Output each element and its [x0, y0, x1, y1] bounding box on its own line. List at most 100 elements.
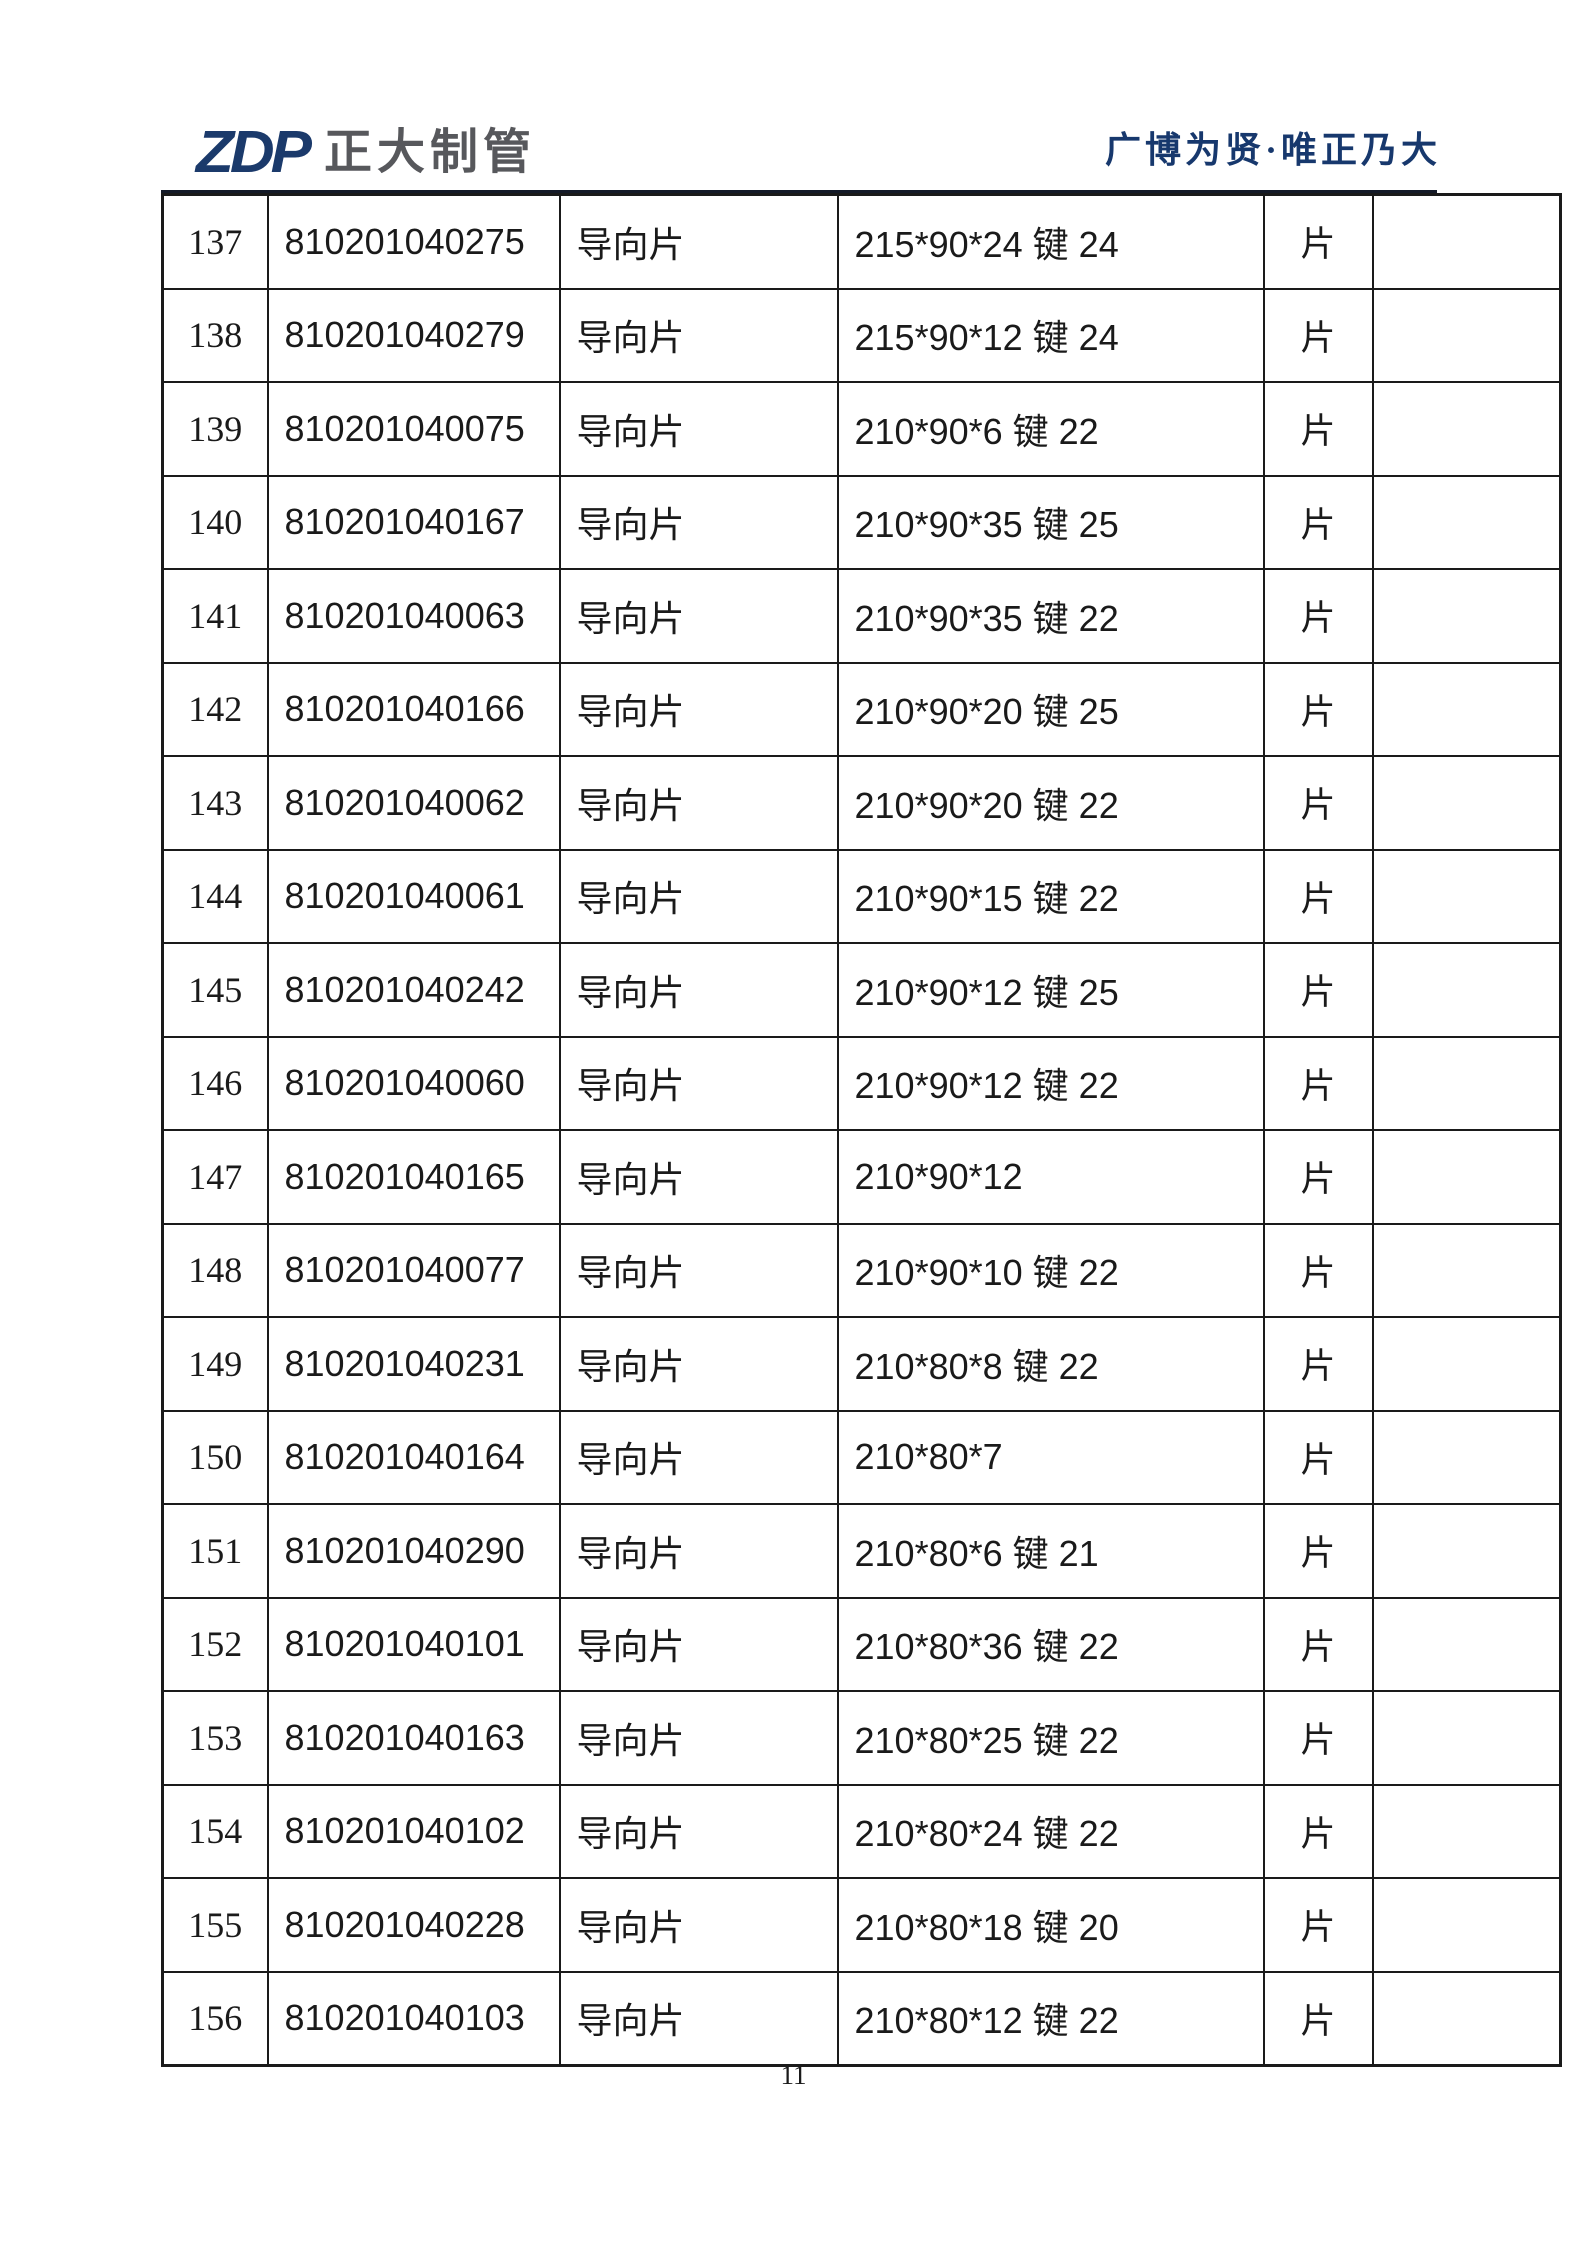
table-row: 154 810201040102 导向片 210*80*24 键 22 片	[161, 1783, 1562, 1879]
row-number-cell: 153	[161, 1690, 269, 1786]
unit-cell: 片	[1262, 1970, 1374, 2067]
part-code-cell: 810201040077	[266, 1222, 561, 1318]
table-row: 148 810201040077 导向片 210*90*10 键 22 片	[161, 1222, 1562, 1318]
part-code-cell: 810201040102	[266, 1783, 561, 1879]
part-name-cell: 导向片	[558, 1409, 839, 1505]
part-code-cell: 810201040103	[266, 1970, 561, 2067]
part-code-cell: 810201040164	[266, 1409, 561, 1505]
part-name-cell: 导向片	[558, 1316, 839, 1412]
row-number-cell: 148	[161, 1222, 269, 1318]
table-row: 141 810201040063 导向片 210*90*35 键 22 片	[161, 568, 1562, 664]
unit-cell: 片	[1262, 1503, 1374, 1599]
part-name-cell: 导向片	[558, 287, 839, 383]
row-number-cell: 154	[161, 1783, 269, 1879]
row-number-cell: 141	[161, 568, 269, 664]
part-spec-cell: 210*90*20 键 25	[836, 661, 1265, 757]
part-name-cell: 导向片	[558, 848, 839, 944]
table-row: 142 810201040166 导向片 210*90*20 键 25 片	[161, 661, 1562, 757]
part-name-cell: 导向片	[558, 1877, 839, 1973]
company-logo: ZDP 正大制管	[196, 122, 536, 184]
table-row: 139 810201040075 导向片 210*90*6 键 22 片	[161, 381, 1562, 477]
part-name-cell: 导向片	[558, 1129, 839, 1225]
unit-cell: 片	[1262, 474, 1374, 570]
row-number-cell: 151	[161, 1503, 269, 1599]
part-spec-cell: 210*90*12 键 25	[836, 942, 1265, 1038]
part-name-cell: 导向片	[558, 1503, 839, 1599]
unit-cell: 片	[1262, 1035, 1374, 1131]
unit-cell: 片	[1262, 1129, 1374, 1225]
note-cell	[1371, 193, 1562, 290]
part-spec-cell: 210*80*25 键 22	[836, 1690, 1265, 1786]
row-number-cell: 146	[161, 1035, 269, 1131]
part-name-cell: 导向片	[558, 755, 839, 851]
part-spec-cell: 210*80*6 键 21	[836, 1503, 1265, 1599]
unit-cell: 片	[1262, 1783, 1374, 1879]
part-name-cell: 导向片	[558, 1596, 839, 1692]
note-cell	[1371, 755, 1562, 851]
row-number-cell: 137	[161, 193, 269, 290]
note-cell	[1371, 474, 1562, 570]
page-number: 11	[780, 2060, 807, 2090]
table-row: 137 810201040275 导向片 215*90*24 键 24 片	[161, 193, 1562, 290]
table-row: 156 810201040103 导向片 210*80*12 键 22 片	[161, 1970, 1562, 2067]
note-cell	[1371, 1596, 1562, 1692]
unit-cell: 片	[1262, 193, 1374, 290]
note-cell	[1371, 942, 1562, 1038]
row-number-cell: 139	[161, 381, 269, 477]
unit-cell: 片	[1262, 1877, 1374, 1973]
part-spec-cell: 210*90*35 键 25	[836, 474, 1265, 570]
part-code-cell: 810201040062	[266, 755, 561, 851]
note-cell	[1371, 1877, 1562, 1973]
table-row: 155 810201040228 导向片 210*80*18 键 20 片	[161, 1877, 1562, 1973]
row-number-cell: 144	[161, 848, 269, 944]
row-number-cell: 142	[161, 661, 269, 757]
parts-table-body: 137 810201040275 导向片 215*90*24 键 24 片 13…	[161, 193, 1562, 2067]
row-number-cell: 149	[161, 1316, 269, 1412]
unit-cell: 片	[1262, 661, 1374, 757]
table-row: 145 810201040242 导向片 210*90*12 键 25 片	[161, 942, 1562, 1038]
part-spec-cell: 210*90*12 键 22	[836, 1035, 1265, 1131]
part-spec-cell: 210*90*35 键 22	[836, 568, 1265, 664]
part-spec-cell: 210*80*8 键 22	[836, 1316, 1265, 1412]
unit-cell: 片	[1262, 1316, 1374, 1412]
table-row: 151 810201040290 导向片 210*80*6 键 21 片	[161, 1503, 1562, 1599]
unit-cell: 片	[1262, 1596, 1374, 1692]
row-number-cell: 138	[161, 287, 269, 383]
unit-cell: 片	[1262, 381, 1374, 477]
part-name-cell: 导向片	[558, 193, 839, 290]
part-spec-cell: 210*90*10 键 22	[836, 1222, 1265, 1318]
part-spec-cell: 210*80*12 键 22	[836, 1970, 1265, 2067]
table-row: 140 810201040167 导向片 210*90*35 键 25 片	[161, 474, 1562, 570]
part-code-cell: 810201040075	[266, 381, 561, 477]
part-spec-cell: 210*80*7	[836, 1409, 1265, 1505]
part-name-cell: 导向片	[558, 1222, 839, 1318]
part-spec-cell: 210*80*18 键 20	[836, 1877, 1265, 1973]
note-cell	[1371, 381, 1562, 477]
part-name-cell: 导向片	[558, 474, 839, 570]
note-cell	[1371, 1129, 1562, 1225]
unit-cell: 片	[1262, 568, 1374, 664]
part-code-cell: 810201040167	[266, 474, 561, 570]
unit-cell: 片	[1262, 755, 1374, 851]
note-cell	[1371, 848, 1562, 944]
note-cell	[1371, 1783, 1562, 1879]
table-row: 150 810201040164 导向片 210*80*7 片	[161, 1409, 1562, 1505]
note-cell	[1371, 1222, 1562, 1318]
part-name-cell: 导向片	[558, 942, 839, 1038]
row-number-cell: 150	[161, 1409, 269, 1505]
note-cell	[1371, 1503, 1562, 1599]
part-code-cell: 810201040165	[266, 1129, 561, 1225]
table-row: 146 810201040060 导向片 210*90*12 键 22 片	[161, 1035, 1562, 1131]
part-code-cell: 810201040061	[266, 848, 561, 944]
part-code-cell: 810201040290	[266, 1503, 561, 1599]
logo-company-name: 正大制管	[324, 126, 537, 179]
part-code-cell: 810201040166	[266, 661, 561, 757]
note-cell	[1371, 568, 1562, 664]
row-number-cell: 152	[161, 1596, 269, 1692]
note-cell	[1371, 1970, 1562, 2067]
table-row: 149 810201040231 导向片 210*80*8 键 22 片	[161, 1316, 1562, 1412]
row-number-cell: 156	[161, 1970, 269, 2067]
part-name-cell: 导向片	[558, 1690, 839, 1786]
part-spec-cell: 210*80*24 键 22	[836, 1783, 1265, 1879]
row-number-cell: 145	[161, 942, 269, 1038]
